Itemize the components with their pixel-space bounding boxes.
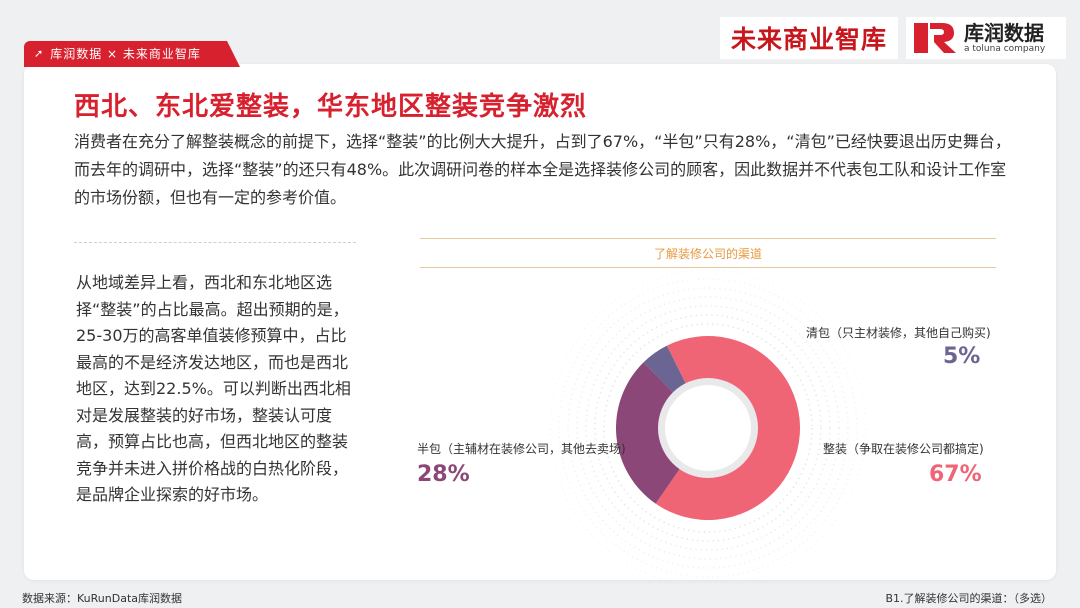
dotted-ring bbox=[558, 278, 858, 578]
kurun-logo-icon bbox=[914, 23, 956, 53]
slice-value-qingbao: 5% bbox=[943, 344, 981, 369]
logo-right-en: a toluna company bbox=[964, 43, 1046, 54]
footer-question: B1.了解装修公司的渠道：（多选） bbox=[885, 592, 1052, 605]
slice-value-zhengzhuang: 67% bbox=[929, 462, 982, 487]
side-paragraph: 从地域差异上看，西北和东北地区选择“整装”的占比最高。超出预期的是，25-30万… bbox=[76, 273, 351, 504]
slice-label-zhengzhuang: 整装（争取在装修公司都搞定) bbox=[823, 442, 984, 456]
slice-label-banbao: 半包（主辅材在装修公司，其他去卖场) bbox=[417, 442, 626, 456]
logo-left-text: 未来商业智库 bbox=[730, 25, 887, 54]
chart-title-bar: 了解装修公司的渠道 bbox=[420, 238, 996, 268]
logo-future-business: 未来商业智库 bbox=[720, 17, 898, 59]
header-tag-text: 库润数据 × 未来商业智库 bbox=[50, 47, 201, 61]
dotted-ring bbox=[549, 269, 867, 587]
page-title: 西北、东北爱整装，华东地区整装竞争激烈 bbox=[74, 92, 588, 122]
dotted-ring bbox=[585, 305, 831, 551]
arrow-icon: ➚ bbox=[34, 47, 45, 60]
slice-label-qingbao: 清包（只主材装修，其他自己购买) bbox=[806, 326, 991, 340]
dotted-ring bbox=[603, 323, 813, 533]
slice-value-banbao: 28% bbox=[417, 462, 470, 487]
header-tag: ➚ 库润数据 × 未来商业智库 bbox=[24, 41, 240, 67]
logo-right-cn: 库润数据 bbox=[964, 20, 1044, 45]
divider bbox=[74, 242, 356, 243]
dotted-ring bbox=[594, 314, 822, 542]
logo-kurun: 库润数据 a toluna company bbox=[906, 17, 1066, 59]
donut-slice bbox=[643, 345, 687, 394]
dotted-ring bbox=[576, 296, 840, 560]
donut-slice bbox=[616, 362, 681, 504]
chart-title: 了解装修公司的渠道 bbox=[653, 246, 762, 261]
donut-hole bbox=[665, 385, 751, 471]
footer-source: 数据来源：KuRunData库润数据 bbox=[22, 592, 182, 605]
intro-paragraph: 消费者在充分了解整装概念的前提下，选择“整装”的比例大大提升，占到了67%，“半… bbox=[74, 132, 1011, 207]
content-card bbox=[24, 64, 1056, 580]
dotted-ring bbox=[567, 287, 849, 569]
